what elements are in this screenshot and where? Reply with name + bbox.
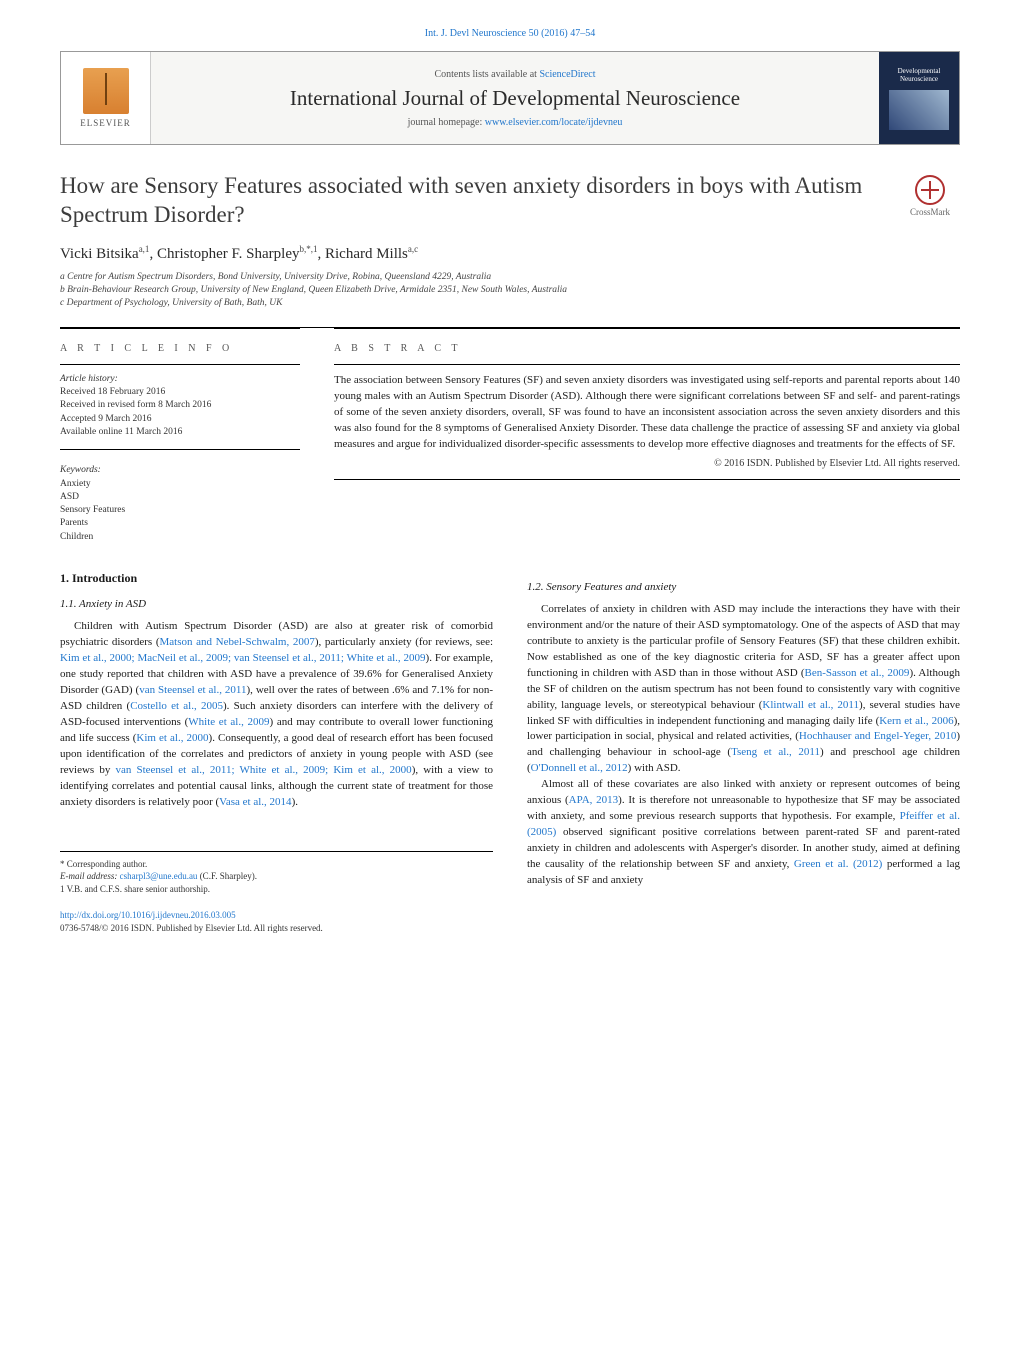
cover-art-icon	[889, 90, 949, 130]
elsevier-tree-icon	[83, 68, 129, 114]
affiliation-line: a Centre for Autism Spectrum Disorders, …	[60, 271, 960, 284]
history-line: Available online 11 March 2016	[60, 426, 300, 439]
footnotes: * Corresponding author. E-mail address: …	[60, 851, 493, 896]
section-heading: 1. Introduction	[60, 570, 493, 587]
divider	[334, 364, 960, 365]
corresponding-author-note: * Corresponding author.	[60, 858, 493, 871]
banner-center: Contents lists available at ScienceDirec…	[151, 52, 879, 144]
body-paragraph: Correlates of anxiety in children with A…	[527, 602, 960, 777]
citation-link[interactable]: van Steensel et al., 2011; White et al.,…	[115, 764, 411, 776]
author-sup: a,1	[139, 244, 150, 254]
homepage-line: journal homepage: www.elsevier.com/locat…	[408, 117, 623, 128]
affiliation-line: b Brain-Behaviour Research Group, Univer…	[60, 284, 960, 297]
keywords-label: Keywords:	[60, 464, 300, 477]
keyword: Anxiety	[60, 478, 300, 491]
author-list: Vicki Bitsikaa,1, Christopher F. Sharple…	[60, 244, 960, 263]
crossmark-label: CrossMark	[910, 207, 950, 217]
abstract-column: A B S T R A C T The association between …	[334, 328, 960, 544]
doi-link[interactable]: http://dx.doi.org/10.1016/j.ijdevneu.201…	[60, 910, 236, 920]
history-line: Received 18 February 2016	[60, 386, 300, 399]
citation-link[interactable]: Tseng et al., 2011	[731, 746, 820, 758]
affiliations: a Centre for Autism Spectrum Disorders, …	[60, 271, 960, 311]
abstract-copyright: © 2016 ISDN. Published by Elsevier Ltd. …	[334, 458, 960, 469]
citation-link[interactable]: Kern et al., 2006	[879, 715, 953, 727]
email-link[interactable]: csharpl3@une.edu.au	[120, 871, 198, 881]
contents-prefix: Contents lists available at	[434, 69, 539, 80]
body-right-column: 1.2. Sensory Features and anxiety Correl…	[527, 570, 960, 935]
cover-label: Developmental Neuroscience	[879, 66, 959, 85]
crossmark-badge[interactable]: CrossMark	[900, 175, 960, 217]
body-two-column: 1. Introduction 1.1. Anxiety in ASD Chil…	[60, 570, 960, 935]
citation-link[interactable]: Costello et al., 2005	[130, 700, 223, 712]
history-label: Article history:	[60, 373, 300, 386]
citation-link[interactable]: O'Donnell et al., 2012	[531, 762, 628, 774]
citation-link[interactable]: Hochhauser and Engel-Yeger, 2010	[799, 730, 956, 742]
author-sup: b,*,1	[299, 244, 317, 254]
doi-block: http://dx.doi.org/10.1016/j.ijdevneu.201…	[60, 909, 493, 935]
affiliation-line: c Department of Psychology, University o…	[60, 297, 960, 310]
history-line: Received in revised form 8 March 2016	[60, 399, 300, 412]
citation-link[interactable]: Kim et al., 2000; MacNeil et al., 2009; …	[60, 652, 426, 664]
journal-cover-thumb: Developmental Neuroscience	[879, 52, 959, 144]
crossmark-icon	[915, 175, 945, 205]
divider	[334, 479, 960, 480]
author-name: Vicki Bitsika	[60, 246, 139, 262]
subsection-heading: 1.2. Sensory Features and anxiety	[527, 580, 960, 596]
citation-link[interactable]: Ben-Sasson et al., 2009	[805, 667, 910, 679]
journal-banner: ELSEVIER Contents lists available at Sci…	[60, 51, 960, 145]
citation-link[interactable]: Green et al. (2012)	[794, 858, 882, 870]
contents-available-line: Contents lists available at ScienceDirec…	[434, 69, 595, 80]
article-title: How are Sensory Features associated with…	[60, 171, 886, 230]
author-note: 1 V.B. and C.F.S. share senior authorshi…	[60, 883, 493, 896]
journal-homepage-link[interactable]: www.elsevier.com/locate/ijdevneu	[485, 117, 623, 128]
citation-link[interactable]: Kim et al., 2000	[136, 732, 208, 744]
author-sup: a,c	[408, 244, 418, 254]
issn-copyright: 0736-5748/© 2016 ISDN. Published by Else…	[60, 923, 323, 933]
subsection-heading: 1.1. Anxiety in ASD	[60, 597, 493, 613]
publisher-name: ELSEVIER	[80, 118, 131, 128]
divider	[60, 364, 300, 365]
publisher-logo-block: ELSEVIER	[61, 52, 151, 144]
keyword: Parents	[60, 517, 300, 530]
body-paragraph: Children with Autism Spectrum Disorder (…	[60, 619, 493, 810]
history-line: Accepted 9 March 2016	[60, 413, 300, 426]
citation-link[interactable]: van Steensel et al., 2011	[139, 684, 246, 696]
citation-link[interactable]: Matson and Nebel-Schwalm, 2007	[160, 636, 315, 648]
citation-link[interactable]: Klintwall et al., 2011	[762, 699, 859, 711]
body-left-column: 1. Introduction 1.1. Anxiety in ASD Chil…	[60, 570, 493, 935]
abstract-text: The association between Sensory Features…	[334, 373, 960, 453]
homepage-prefix: journal homepage:	[408, 117, 485, 128]
sciencedirect-link[interactable]: ScienceDirect	[539, 69, 595, 80]
article-info-column: A R T I C L E I N F O Article history: R…	[60, 328, 300, 544]
keyword: Sensory Features	[60, 504, 300, 517]
author-name: Christopher F. Sharpley	[157, 246, 300, 262]
citation-link[interactable]: APA, 2013	[569, 794, 619, 806]
citation-link[interactable]: White et al., 2009	[188, 716, 269, 728]
author-name: Richard Mills	[325, 246, 408, 262]
abstract-heading: A B S T R A C T	[334, 343, 960, 354]
body-paragraph: Almost all of these covariates are also …	[527, 777, 960, 889]
article-info-heading: A R T I C L E I N F O	[60, 343, 300, 354]
divider	[60, 449, 300, 450]
citation-link[interactable]: Vasa et al., 2014	[219, 796, 291, 808]
header-citation: Int. J. Devl Neuroscience 50 (2016) 47–5…	[60, 28, 960, 39]
keyword: ASD	[60, 491, 300, 504]
keyword: Children	[60, 531, 300, 544]
email-line: E-mail address: csharpl3@une.edu.au (C.F…	[60, 870, 493, 883]
journal-title: International Journal of Developmental N…	[290, 86, 740, 111]
